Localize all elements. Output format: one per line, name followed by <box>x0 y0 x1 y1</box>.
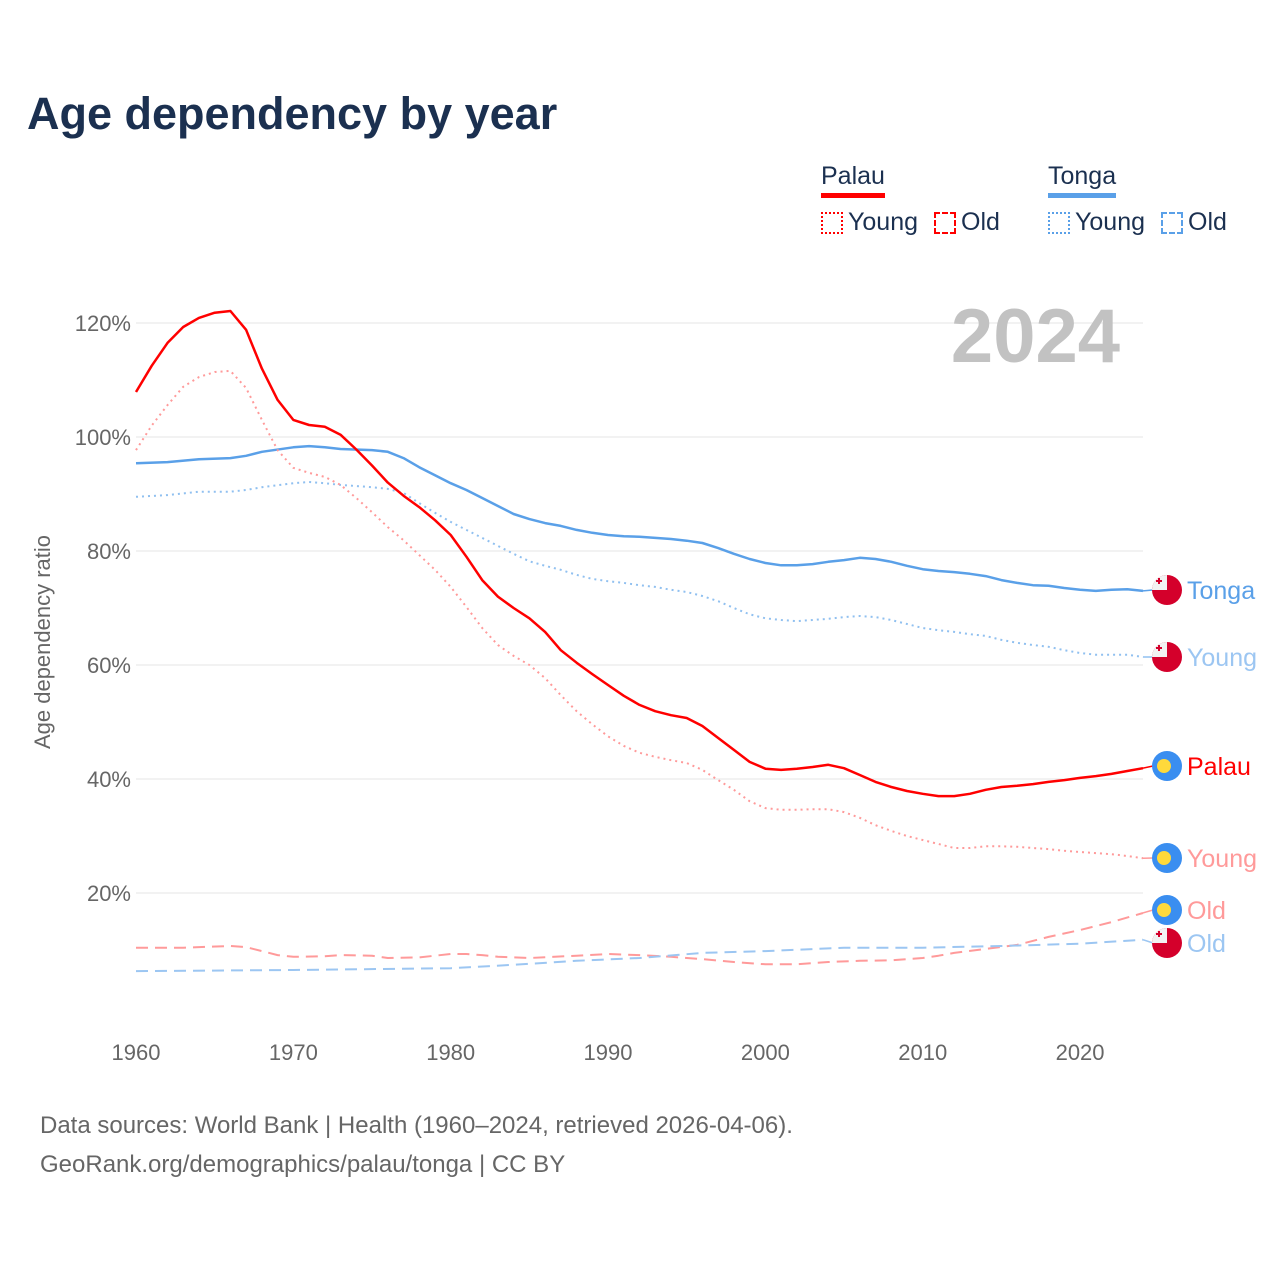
dotted-swatch-icon <box>821 211 843 234</box>
label-connector <box>1142 939 1154 944</box>
palau-flag-disk <box>1157 759 1171 773</box>
legend-tonga-name: Tonga <box>1048 162 1117 198</box>
label-connector <box>1142 765 1154 769</box>
y-tick-label: 100% <box>75 425 131 450</box>
legend-tonga[interactable]: Tonga Young Old <box>1048 162 1243 237</box>
series-line-palau-old <box>136 912 1144 966</box>
series-line-palau-young <box>135 369 1144 860</box>
end-label: Young <box>1187 845 1257 873</box>
tonga-flag-cross <box>1156 931 1162 937</box>
legend-palau-old: Old <box>961 208 1000 236</box>
dashed-swatch-icon <box>934 211 956 234</box>
legend-palau-young: Young <box>848 208 918 236</box>
label-connector <box>1142 589 1154 592</box>
y-tick-label: 40% <box>87 767 131 792</box>
label-connector <box>1142 909 1154 914</box>
dashed-swatch-icon <box>1161 211 1183 234</box>
x-tick-label: 1960 <box>112 1040 161 1065</box>
palau-flag-disk <box>1157 851 1171 865</box>
legend-tonga-old: Old <box>1188 208 1227 236</box>
legend-tonga-young: Young <box>1075 208 1145 236</box>
end-label: Old <box>1187 897 1226 925</box>
x-tick-label: 2010 <box>898 1040 947 1065</box>
y-tick-label: 60% <box>87 653 131 678</box>
end-label: Tonga <box>1187 577 1255 605</box>
x-tick-label: 2020 <box>1056 1040 1105 1065</box>
data-source: Data sources: World Bank | Health (1960–… <box>40 1112 793 1139</box>
end-label: Old <box>1187 930 1226 958</box>
source-link[interactable]: GeoRank.org/demographics/palau/tonga | C… <box>40 1151 566 1178</box>
series-line-tonga-young <box>135 481 1144 658</box>
series-line-tonga-old <box>135 938 1144 973</box>
series-line-tonga <box>135 444 1144 593</box>
x-tick-label: 1980 <box>426 1040 475 1065</box>
y-tick-label: 120% <box>75 311 131 336</box>
end-label: Palau <box>1187 753 1251 781</box>
tonga-flag-cross <box>1156 578 1162 584</box>
y-tick-label: 80% <box>87 539 131 564</box>
y-axis-label: Age dependency ratio <box>30 535 55 749</box>
footer: Data sources: World Bank | Health (1960–… <box>40 1106 793 1184</box>
x-tick-label: 1990 <box>584 1040 633 1065</box>
x-tick-label: 1970 <box>269 1040 318 1065</box>
legend-palau[interactable]: Palau Young Old <box>821 162 1016 237</box>
y-tick-label: 20% <box>87 881 131 906</box>
chart-title: Age dependency by year <box>27 88 558 139</box>
palau-flag-disk <box>1157 903 1171 917</box>
series-line-palau <box>134 309 1144 798</box>
x-tick-label: 2000 <box>741 1040 790 1065</box>
year-label: 2024 <box>951 294 1120 379</box>
tonga-flag-cross <box>1156 645 1162 651</box>
legend-palau-name: Palau <box>821 162 885 198</box>
dotted-swatch-icon <box>1048 211 1070 234</box>
line-chart: 20% 40% 60% 80% 100% 120% 1960 1970 1980 1990 2000… <box>30 294 1257 1065</box>
end-label: Young <box>1187 644 1257 672</box>
